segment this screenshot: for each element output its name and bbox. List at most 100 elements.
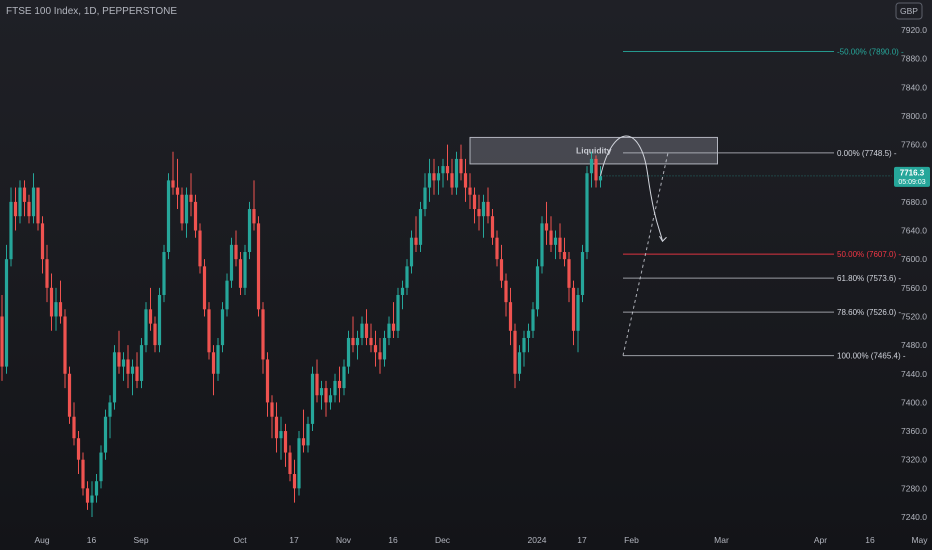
candle-body (211, 352, 216, 374)
price-tick-label: 7760.0 (901, 140, 927, 150)
projection-drawing[interactable] (600, 135, 667, 243)
candle-body (315, 373, 319, 396)
price-tick-label: 7880.0 (901, 54, 927, 64)
candle-body (580, 252, 585, 295)
time-tick-label: 2024 (528, 535, 547, 545)
candle-body (256, 223, 261, 310)
price-tick-label: 7520.0 (901, 311, 927, 321)
projection-arrowhead (659, 236, 667, 243)
candle-body (540, 223, 544, 267)
candle-body (490, 216, 495, 238)
price-tick-label: 7640.0 (901, 226, 927, 236)
candle-body (108, 402, 112, 417)
candle-body (193, 201, 198, 231)
fib-level-label: 78.60% (7526.0) - (837, 308, 901, 317)
candle-body (0, 316, 4, 367)
candle-body (558, 237, 562, 253)
fib-level-label: 61.80% (7573.6) - (837, 274, 901, 283)
fib-level-label: -50.00% (7890.0) - (837, 47, 904, 56)
time-tick-label: Sep (133, 535, 148, 545)
candle-body (355, 337, 360, 346)
price-axis[interactable]: GBP 7240.0 7280.0 7320.0 7360.0 7400.0 7440.0… (600, 2, 931, 522)
current-price-badge (894, 166, 930, 187)
time-tick-label: 17 (289, 535, 299, 545)
candle-body (598, 176, 603, 181)
candle-body (517, 352, 522, 374)
candle-body (400, 287, 405, 295)
price-tick-label: 7800.0 (901, 111, 927, 121)
candle-body (67, 373, 72, 417)
time-tick-label: Oct (233, 535, 247, 545)
candle-body (9, 201, 13, 260)
candle-body (243, 252, 247, 288)
candle-body (396, 294, 400, 331)
current-price-label: 7716.3 (900, 168, 925, 177)
currency-label: GBP (900, 6, 918, 16)
candle-body (274, 416, 279, 439)
candle-body (297, 438, 301, 489)
candle-body (576, 294, 580, 331)
time-tick-label: 16 (865, 535, 875, 545)
candle-body (549, 230, 553, 245)
candle-body (553, 237, 558, 245)
candle-body (216, 345, 220, 374)
symbol-title: FTSE 100 Index, 1D, PEPPERSTONE (6, 6, 177, 17)
price-tick-label: 7280.0 (901, 483, 927, 493)
candle-body (45, 259, 49, 288)
price-tick-label: 7440.0 (901, 369, 927, 379)
candle-body (135, 366, 139, 381)
time-tick-label: Feb (624, 535, 639, 545)
candle-body (477, 209, 481, 217)
candle-body (459, 158, 463, 174)
time-tick-label: 16 (388, 535, 398, 545)
candle-body (162, 252, 166, 295)
time-tick-label: May (911, 535, 928, 545)
time-tick-label: 17 (577, 535, 587, 545)
candle-body (373, 345, 378, 353)
candle-body (270, 402, 274, 417)
projection-curve[interactable] (600, 135, 663, 242)
candle-body (31, 187, 36, 217)
candle-body (333, 380, 337, 396)
candle-body (589, 158, 594, 174)
candle-body (499, 259, 504, 281)
time-tick-label: Dec (435, 535, 451, 545)
candle-body (4, 259, 9, 367)
candle-body (229, 244, 234, 281)
candle-body (18, 187, 22, 217)
time-axis[interactable]: Aug 16 Sep Oct 17 Nov 16 Dec 2024 17 Feb Mar Apr 16 Ma… (34, 535, 928, 545)
candle-body (117, 352, 121, 367)
candle-body (283, 431, 288, 453)
fib-trend-line[interactable] (622, 152, 669, 356)
price-tick-label: 7480.0 (901, 340, 927, 350)
liquidity-zone[interactable]: Liquidity (469, 136, 718, 165)
candle-body (427, 173, 432, 188)
fib-retracement-drawing[interactable]: -50.00% (7890.0) - 0.00% (7748.5) - 50.00%… (622, 47, 906, 361)
candle-body (81, 459, 85, 489)
price-tick-label: 7680.0 (901, 197, 927, 207)
price-tick-label: 7320.0 (901, 455, 927, 465)
liquidity-zone-box[interactable] (469, 136, 718, 165)
candle-body (445, 166, 450, 174)
candle-body (207, 309, 211, 353)
price-tick-label: 7400.0 (901, 397, 927, 407)
currency-badge[interactable] (895, 2, 923, 20)
candle-body (13, 201, 18, 217)
candle-body (58, 302, 63, 317)
candle-body (171, 180, 175, 188)
candle-body (342, 366, 346, 389)
candle-body (364, 323, 369, 338)
candle-body (481, 201, 486, 217)
candle-body (495, 237, 499, 260)
candle-body (423, 187, 427, 210)
candle-body (382, 337, 387, 360)
candle-body (220, 309, 225, 346)
candle-body (351, 337, 355, 346)
candle-body (94, 481, 99, 496)
candle-body (265, 359, 270, 403)
price-tick-label: 7840.0 (901, 82, 927, 92)
price-tick-label: 7240.0 (901, 512, 927, 522)
candle-body (450, 173, 454, 188)
candle-body (198, 230, 202, 267)
